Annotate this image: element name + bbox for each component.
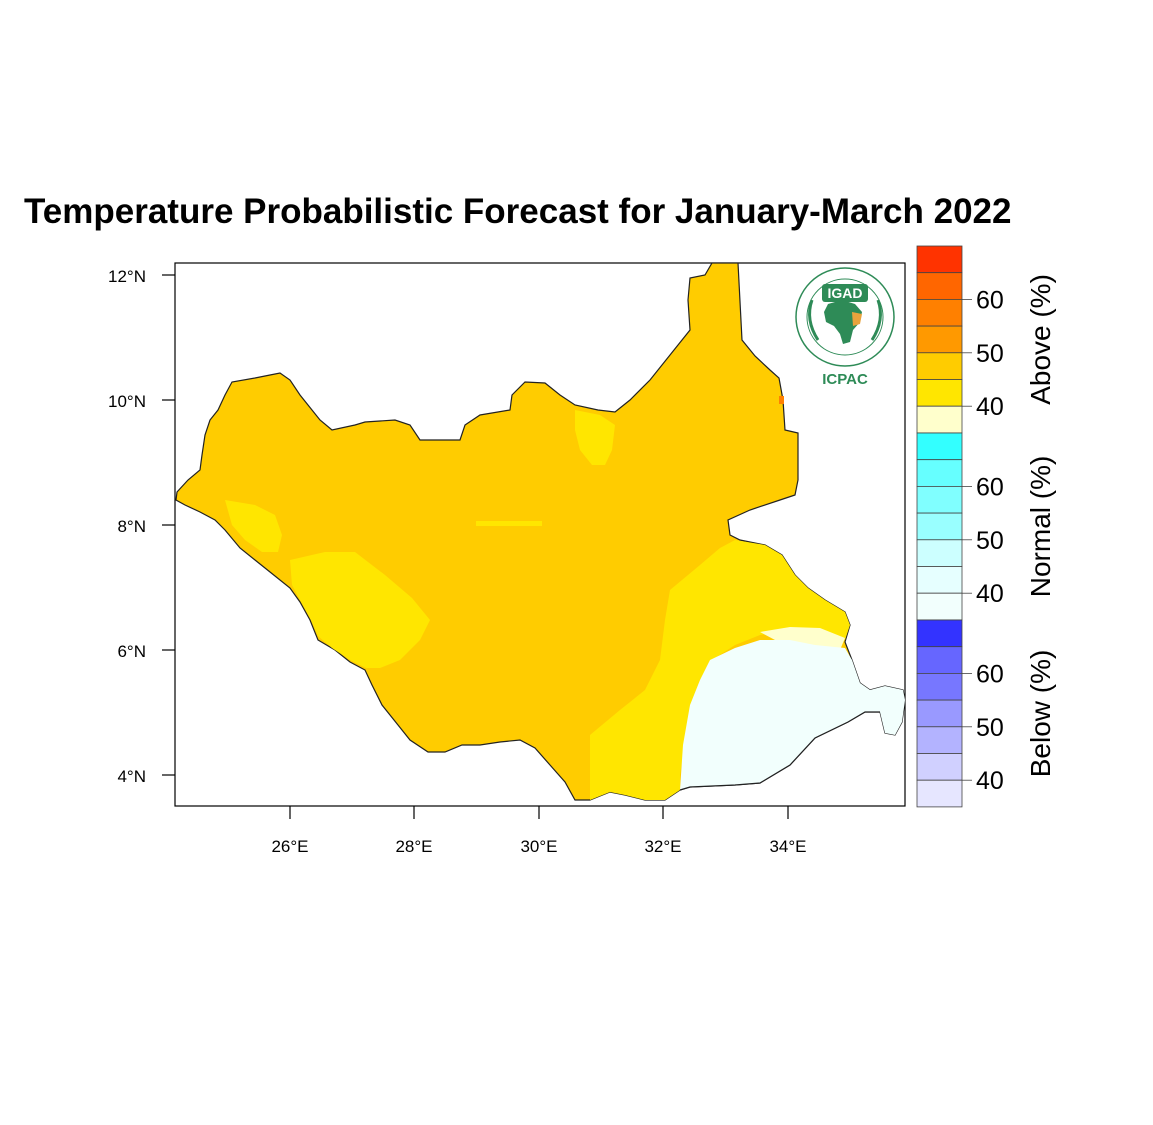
laurel-right-icon [870, 299, 882, 341]
colorbar-swatch [916, 325, 963, 354]
y-tick-labels: 12°N 10°N 8°N 6°N 4°N [108, 267, 146, 786]
colorbar-swatch [916, 753, 963, 781]
colorbar-label: 50 [976, 340, 1004, 368]
x-tick-label: 34°E [769, 837, 806, 856]
colorbar-swatch [916, 459, 963, 487]
above-40-north [575, 410, 615, 465]
colorbar-swatch [916, 673, 963, 701]
colorbar-group-title: Normal (%) [1025, 456, 1056, 598]
colorbar-label: 40 [976, 393, 1004, 421]
colorbar-swatch [916, 699, 963, 728]
colorbar-label: 40 [976, 580, 1004, 608]
colorbar-swatch [916, 405, 963, 434]
above-40-west [290, 552, 430, 668]
y-tick-label: 6°N [117, 642, 146, 661]
thin-strip [476, 521, 542, 526]
colorbar-label: 50 [976, 527, 1004, 555]
colorbar-swatch [916, 726, 963, 754]
colorbar-swatch [916, 432, 963, 461]
colorbar-swatch [916, 566, 963, 594]
colorbar-swatch [916, 352, 963, 380]
igad-icpac-logo: IGAD ICPAC [795, 267, 895, 388]
y-tick-label: 10°N [108, 392, 146, 411]
x-tick-labels: 26°E 28°E 30°E 32°E 34°E [271, 837, 806, 856]
map-title: Temperature Probabilistic Forecast for J… [24, 192, 1012, 231]
y-tick-label: 8°N [117, 517, 146, 536]
y-ticks [162, 274, 175, 776]
x-ticks [289, 806, 789, 819]
colorbar-swatch [916, 272, 963, 300]
orange-pixel [779, 396, 784, 404]
x-tick-label: 28°E [395, 837, 432, 856]
colorbar-swatch [916, 512, 963, 541]
y-tick-label: 12°N [108, 267, 146, 286]
above-40-northwest [225, 500, 282, 552]
colorbar-swatch [916, 379, 963, 407]
colorbar-swatch [916, 646, 963, 674]
africa-shape-icon [824, 300, 862, 344]
colorbar-swatch [916, 298, 963, 327]
colorbar-swatch [916, 592, 963, 621]
colorbar-swatch [916, 485, 963, 514]
colorbar-swatch [916, 539, 963, 567]
colorbar-label: 40 [976, 767, 1004, 795]
laurel-left-icon [808, 299, 820, 341]
x-tick-label: 30°E [520, 837, 557, 856]
colorbar-label: 60 [976, 286, 1004, 314]
above-40-southeast [590, 540, 850, 800]
logo-icpac-text: ICPAC [822, 371, 868, 388]
colorbar-group-title: Below (%) [1025, 650, 1056, 778]
x-tick-label: 26°E [271, 837, 308, 856]
above-35-strip [760, 627, 845, 650]
colorbar-swatch [916, 779, 963, 808]
colorbar-label: 50 [976, 714, 1004, 742]
normal-40-southeast [680, 640, 905, 790]
border-line [679, 711, 880, 791]
colorbar-group-title: Above (%) [1025, 274, 1056, 405]
logo-igad-text: IGAD [828, 285, 863, 301]
colorbar: 60 50 40 Above (%) 60 50 40 Normal (%) 60 50 40 Bel… [916, 245, 1056, 808]
x-tick-label: 32°E [644, 837, 681, 856]
colorbar-swatch [916, 245, 963, 274]
colorbar-label: 60 [976, 660, 1004, 688]
y-tick-label: 4°N [117, 767, 146, 786]
colorbar-swatch [916, 619, 963, 648]
colorbar-label: 60 [976, 473, 1004, 501]
